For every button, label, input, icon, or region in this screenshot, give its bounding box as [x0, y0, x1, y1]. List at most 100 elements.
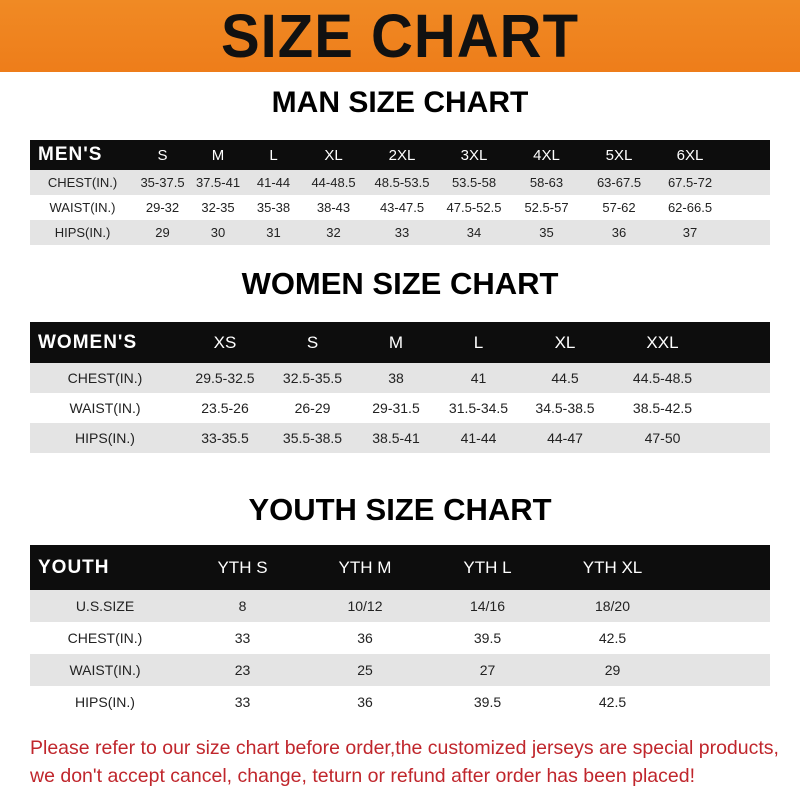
measurement-value: 58-63	[529, 175, 564, 190]
youth-table-row: WAIST(IN.) 23 25 27 29	[30, 654, 770, 686]
men-header-row: MEN'S S M L XL 2XL 3XL 4XL 5XL 6XL	[30, 140, 770, 170]
size-header-cell: YTH S	[217, 557, 268, 577]
measurement-value: 44-47	[547, 430, 583, 446]
size-header-cell: M	[211, 146, 225, 164]
measurement-value: 35	[539, 225, 554, 240]
size-header-cell: YTH M	[338, 557, 392, 577]
youth-size-table: YOUTH YTH S YTH M YTH L YTH XL U.S.SIZE 8 10/12…	[30, 545, 770, 718]
men-size-table: MEN'S S M L XL 2XL 3XL 4XL 5XL 6XL CHEST(IN.) 35-37…	[30, 140, 770, 245]
measurement-label: WAIST(IN.)	[69, 662, 141, 678]
measurement-value: 34.5-38.5	[535, 400, 595, 416]
size-header-cell: XL	[324, 146, 343, 164]
measurement-value: 29-32	[145, 200, 180, 215]
measurement-value: 26-29	[294, 400, 331, 416]
measurement-value: 35.5-38.5	[282, 430, 343, 446]
notice-line-2: we don't accept cancel, change, teturn o…	[30, 765, 695, 787]
measurement-value: 36	[611, 225, 627, 240]
measurement-label: CHEST(IN.)	[67, 630, 143, 646]
measurement-value: 34	[466, 225, 482, 240]
youth-table-row: U.S.SIZE 8 10/12 14/16 18/20	[30, 590, 770, 622]
notice-line-1: Please refer to our size chart before or…	[30, 737, 779, 759]
size-header-cell: 5XL	[605, 146, 633, 164]
notice-text: Please refer to our size chart before or…	[30, 734, 790, 790]
size-header-cell: YTH L	[463, 557, 512, 577]
size-header-cell: S	[306, 332, 319, 352]
men-table-row: CHEST(IN.) 35-37.5 37.5-41 41-44 44-48.5 48.5…	[30, 170, 770, 195]
men-table-row: HIPS(IN.) 29 30 31 32 33 34 35 36 37	[30, 220, 770, 245]
measurement-value: 44-48.5	[311, 175, 356, 190]
size-chart-banner: SIZE CHART	[0, 0, 800, 72]
measurement-value: 47-50	[644, 430, 681, 446]
measurement-value: 44.5-48.5	[632, 370, 693, 386]
youth-table-row: CHEST(IN.) 33 36 39.5 42.5	[30, 622, 770, 654]
youth-table-row: HIPS(IN.) 33 36 39.5 42.5	[30, 686, 770, 718]
measurement-value: 8	[238, 598, 247, 614]
measurement-value: 33	[234, 694, 251, 710]
measurement-value: 25	[357, 662, 373, 678]
measurement-value: 52.5-57	[524, 200, 569, 215]
size-header-cell: 6XL	[676, 146, 704, 164]
measurement-value: 63-67.5	[596, 175, 642, 190]
measurement-value: 38.5-41	[372, 430, 420, 446]
measurement-value: 33-35.5	[201, 430, 249, 446]
measurement-label: HIPS(IN.)	[75, 694, 135, 710]
size-header-cell: L	[473, 332, 484, 352]
measurement-label: HIPS(IN.)	[75, 430, 135, 446]
size-header-cell: XS	[213, 332, 237, 352]
size-header-cell: S	[157, 146, 168, 164]
measurement-value: 33	[394, 225, 410, 240]
measurement-value: 32.5-35.5	[282, 370, 343, 386]
measurement-value: 33	[234, 630, 251, 646]
size-header-cell: 2XL	[388, 146, 416, 164]
women-header-label: WOMEN'S	[38, 331, 138, 353]
measurement-value: 41	[470, 370, 487, 386]
size-header-cell: 4XL	[533, 146, 560, 164]
measurement-value: 14/16	[469, 598, 506, 614]
women-table-row: HIPS(IN.) 33-35.5 35.5-38.5 38.5-41 41-44 44-…	[30, 423, 770, 453]
measurement-label: WAIST(IN.)	[49, 200, 116, 215]
measurement-value: 41-44	[460, 430, 497, 446]
measurement-value: 29-31.5	[372, 400, 420, 416]
measurement-value: 38-43	[316, 200, 351, 215]
size-header-cell: XXL	[646, 332, 679, 352]
measurement-value: 67.5-72	[667, 175, 713, 190]
measurement-value: 30	[210, 225, 226, 240]
measurement-value: 10/12	[347, 598, 383, 614]
measurement-value: 29	[155, 225, 170, 240]
measurement-value: 36	[357, 694, 373, 710]
measurement-value: 29.5-32.5	[195, 370, 255, 386]
measurement-value: 57-62	[602, 200, 636, 215]
measurement-label: U.S.SIZE	[75, 598, 135, 614]
measurement-value: 35-37.5	[140, 175, 185, 190]
measurement-value: 29	[604, 662, 621, 678]
measurement-value: 42.5	[598, 694, 627, 710]
measurement-value: 18/20	[594, 598, 631, 614]
women-table-row: CHEST(IN.) 29.5-32.5 32.5-35.5 38 41 44.5 44.5…	[30, 363, 770, 393]
measurement-value: 27	[479, 662, 496, 678]
measurement-label: HIPS(IN.)	[54, 225, 111, 240]
measurement-value: 62-66.5	[667, 200, 713, 215]
size-header-cell: L	[269, 146, 278, 164]
women-size-table: WOMEN'S XS S M L XL XXL CHEST(IN.) 29.5-32.5 32.5…	[30, 322, 770, 453]
measurement-value: 47.5-52.5	[446, 200, 502, 215]
measurement-label: WAIST(IN.)	[69, 400, 141, 416]
banner-title: SIZE CHART	[221, 1, 579, 71]
size-header-cell: YTH XL	[582, 557, 643, 577]
measurement-value: 32	[326, 225, 341, 240]
measurement-value: 35-38	[256, 200, 291, 215]
measurement-label: CHEST(IN.)	[47, 175, 118, 190]
measurement-value: 44.5	[551, 370, 579, 386]
measurement-value: 39.5	[473, 630, 502, 646]
size-header-cell: XL	[554, 332, 576, 352]
measurement-value: 31.5-34.5	[448, 400, 509, 416]
women-header-row: WOMEN'S XS S M L XL XXL	[30, 322, 770, 363]
measurement-value: 36	[357, 630, 373, 646]
measurement-value: 38.5-42.5	[632, 400, 693, 416]
measurement-value: 23	[234, 662, 251, 678]
men-table-row: WAIST(IN.) 29-32 32-35 35-38 38-43 43-47.5 47.…	[30, 195, 770, 220]
measurement-value: 31	[266, 225, 281, 240]
size-header-cell: M	[388, 332, 404, 352]
men-header-label: MEN'S	[38, 144, 103, 165]
measurement-value: 32-35	[201, 200, 235, 215]
measurement-value: 48.5-53.5	[374, 175, 430, 190]
